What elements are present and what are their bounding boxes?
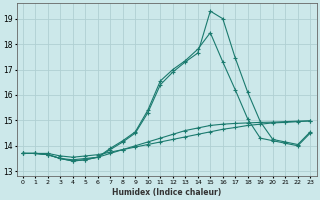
X-axis label: Humidex (Indice chaleur): Humidex (Indice chaleur): [112, 188, 221, 197]
